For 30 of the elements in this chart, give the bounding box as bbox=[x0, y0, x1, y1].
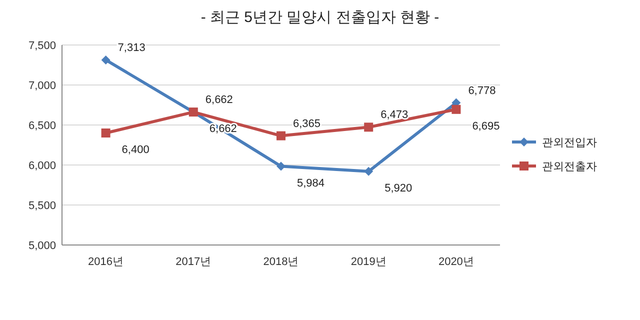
point bbox=[364, 166, 374, 176]
data-label: 6,473 bbox=[380, 109, 408, 122]
y-tick-label: 7,500 bbox=[28, 40, 56, 52]
x-tick-label: 2017년 bbox=[176, 256, 212, 268]
data-label: 7,313 bbox=[118, 42, 146, 54]
x-tick-label: 2018년 bbox=[263, 256, 299, 268]
y-tick-label: 6,000 bbox=[28, 160, 56, 172]
data-label: 6,695 bbox=[472, 120, 500, 132]
data-label: 6,365 bbox=[293, 118, 321, 130]
y-tick-label: 6,500 bbox=[28, 120, 56, 132]
x-tick-label: 2016년 bbox=[88, 256, 124, 268]
point bbox=[101, 128, 110, 138]
y-tick-label: 5,500 bbox=[28, 200, 56, 212]
data-label: 6,400 bbox=[122, 144, 150, 156]
y-tick-label: 7,000 bbox=[28, 80, 56, 92]
data-label: 5,984 bbox=[297, 177, 325, 190]
point bbox=[276, 131, 286, 140]
point bbox=[101, 55, 110, 64]
point bbox=[452, 104, 461, 114]
data-label: 6,662 bbox=[205, 94, 233, 106]
x-tick-label: 2020년 bbox=[438, 256, 474, 268]
point bbox=[276, 162, 286, 171]
point bbox=[364, 122, 374, 132]
x-tick-label: 2019년 bbox=[350, 256, 386, 268]
data-label: 6,778 bbox=[468, 84, 496, 97]
y-tick-label: 5,000 bbox=[28, 240, 56, 252]
data-label: 5,920 bbox=[384, 182, 412, 194]
chart-title: - 최근 5년간 밀양시 전출입자 현황 - bbox=[200, 9, 440, 26]
legend-label: 관외전출자 bbox=[542, 161, 597, 173]
legend-label: 관외전입자 bbox=[542, 137, 597, 149]
